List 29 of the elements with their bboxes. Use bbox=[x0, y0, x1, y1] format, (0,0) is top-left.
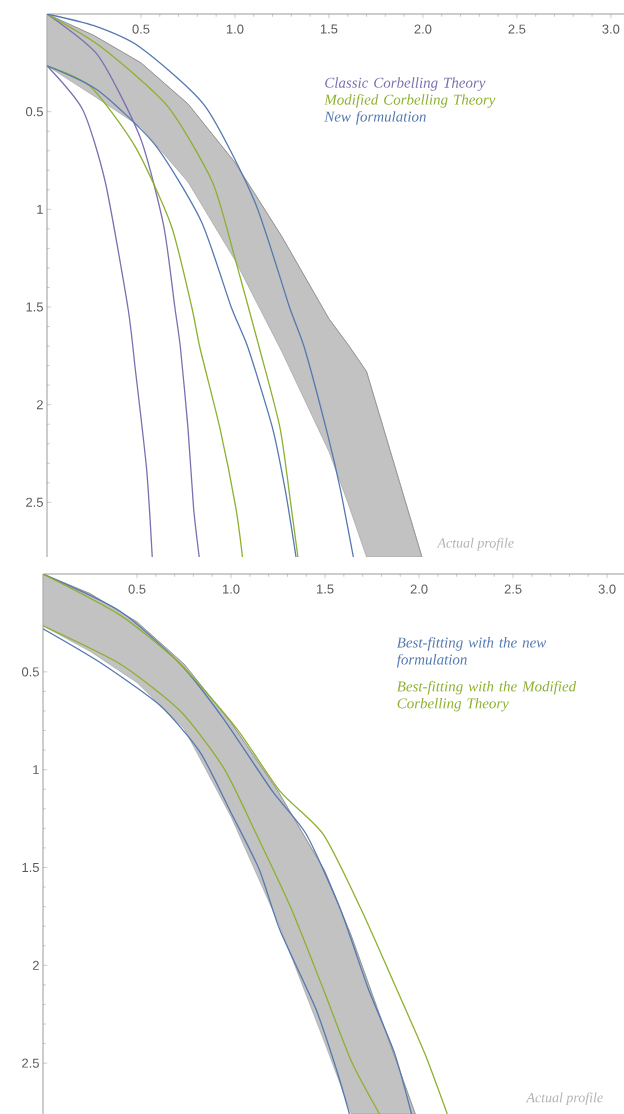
y-tick-label: 2 bbox=[36, 400, 43, 410]
x-tick-label: 1.0 bbox=[223, 584, 240, 594]
x-tick-label: 0.5 bbox=[132, 24, 150, 34]
text: Classic Corbelling Theory bbox=[325, 77, 486, 91]
y-tick-label: 1.5 bbox=[26, 302, 43, 312]
x-tick-label: 2.0 bbox=[414, 24, 432, 34]
y-tick-label: 1 bbox=[33, 765, 39, 775]
annotation: Actual profile bbox=[436, 537, 514, 551]
x-tick-label: 2.5 bbox=[508, 24, 526, 34]
x-tick-label: 3.0 bbox=[598, 584, 616, 594]
y-tick-label: 1 bbox=[37, 204, 43, 214]
x-tick-label: 2.0 bbox=[410, 584, 428, 594]
x-tick-label: 1.5 bbox=[317, 584, 334, 594]
y-tick-label: 2 bbox=[32, 960, 39, 970]
annotation: Actual profile bbox=[525, 1092, 603, 1106]
x-tick-label: 1.0 bbox=[226, 24, 244, 34]
text: Best-fitting with the new formulation bbox=[396, 636, 547, 668]
y-tick-label: 1.5 bbox=[22, 862, 39, 873]
text: Best-fitting with the Modified Corbelling Theory bbox=[396, 680, 577, 712]
x-tick-label: 1.5 bbox=[320, 24, 338, 34]
y-tick-label: 0.5 bbox=[21, 667, 39, 677]
x-tick-label: 2.5 bbox=[504, 584, 522, 594]
x-tick-label: 0.5 bbox=[128, 584, 146, 594]
x-tick-label: 3.0 bbox=[602, 24, 620, 34]
y-tick-label: 2.5 bbox=[26, 497, 43, 507]
y-tick-label: 0.5 bbox=[25, 107, 43, 117]
text: New formulation bbox=[324, 110, 426, 125]
text: Modified Corbelling Theory bbox=[324, 94, 496, 108]
y-tick-label: 2.5 bbox=[22, 1058, 39, 1068]
